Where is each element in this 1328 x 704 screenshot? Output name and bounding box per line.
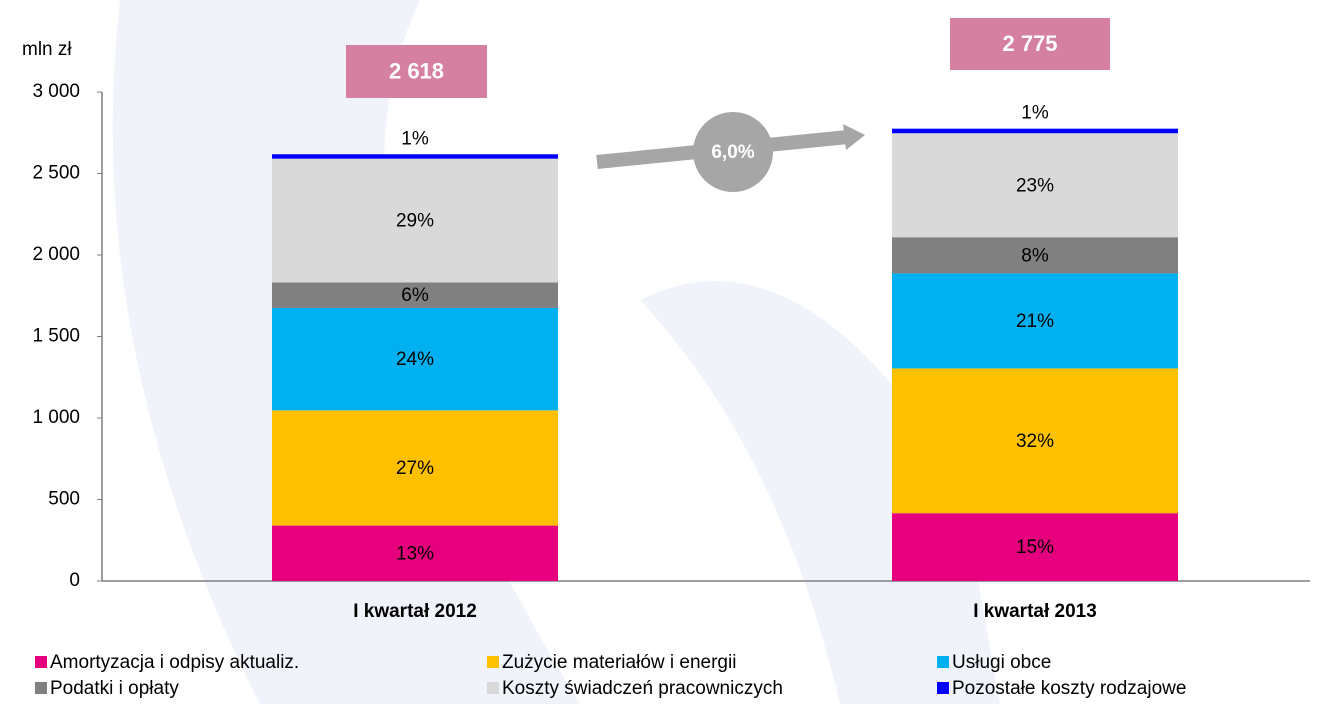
bar-segment <box>272 410 558 526</box>
data-label: 27% <box>396 458 434 479</box>
x-tick-label: I kwartał 2013 <box>973 601 1097 622</box>
total-box <box>950 18 1110 70</box>
growth-label: 6,0% <box>711 142 754 163</box>
data-label: 15% <box>1016 537 1054 558</box>
bar-segment <box>892 128 1178 134</box>
legend-swatch <box>35 682 47 694</box>
y-tick-label: 2 500 <box>32 163 80 184</box>
y-tick-label: 3 000 <box>32 81 80 102</box>
legend-label: Koszty świadczeń pracowniczych <box>502 678 783 699</box>
data-label: 21% <box>1016 311 1054 332</box>
legend-swatch <box>487 682 499 694</box>
growth-badge <box>693 112 773 192</box>
bar-segment <box>272 307 558 411</box>
data-label: 8% <box>1021 245 1049 266</box>
data-label: 23% <box>1016 175 1054 196</box>
bar-segment <box>892 237 1178 274</box>
y-tick-label: 2 000 <box>32 244 80 265</box>
bar-segment <box>272 282 558 308</box>
y-tick-label: 1 000 <box>32 407 80 428</box>
legend-label: Pozostałe koszty rodzajowe <box>952 678 1186 699</box>
data-label: 1% <box>401 128 429 149</box>
bar-segment <box>272 158 558 283</box>
data-label: 32% <box>1016 431 1054 452</box>
legend-swatch <box>937 656 949 668</box>
data-label: 29% <box>396 211 434 232</box>
data-label: 6% <box>401 285 429 306</box>
bar-segment <box>892 368 1178 514</box>
legend-swatch <box>35 656 47 668</box>
total-label: 2 775 <box>1002 31 1057 56</box>
data-label: 24% <box>396 349 434 370</box>
y-tick-label: 1 500 <box>32 326 80 347</box>
y-axis-label: mln zł <box>22 39 72 60</box>
background-swoosh <box>640 281 1000 704</box>
bar-segment <box>892 273 1178 369</box>
y-tick-label: 0 <box>69 570 80 591</box>
legend-label: Amortyzacja i odpisy aktualiz. <box>50 652 299 673</box>
growth-arrow-head <box>843 124 865 150</box>
legend-label: Usługi obce <box>952 652 1051 673</box>
bar-segment <box>272 154 558 159</box>
total-box <box>346 45 487 98</box>
legend-swatch <box>487 656 499 668</box>
data-label: 1% <box>1021 103 1049 124</box>
bar-segment <box>272 525 558 581</box>
bar-segment <box>892 133 1178 238</box>
legend-label: Podatki i opłaty <box>50 678 179 699</box>
bar-segment <box>892 513 1178 581</box>
data-label: 13% <box>396 543 434 564</box>
legend-label: Zużycie materiałów i energii <box>502 652 736 673</box>
x-tick-label: I kwartał 2012 <box>353 601 477 622</box>
y-tick-label: 500 <box>48 489 80 510</box>
total-label: 2 618 <box>389 58 444 83</box>
legend-swatch <box>937 682 949 694</box>
